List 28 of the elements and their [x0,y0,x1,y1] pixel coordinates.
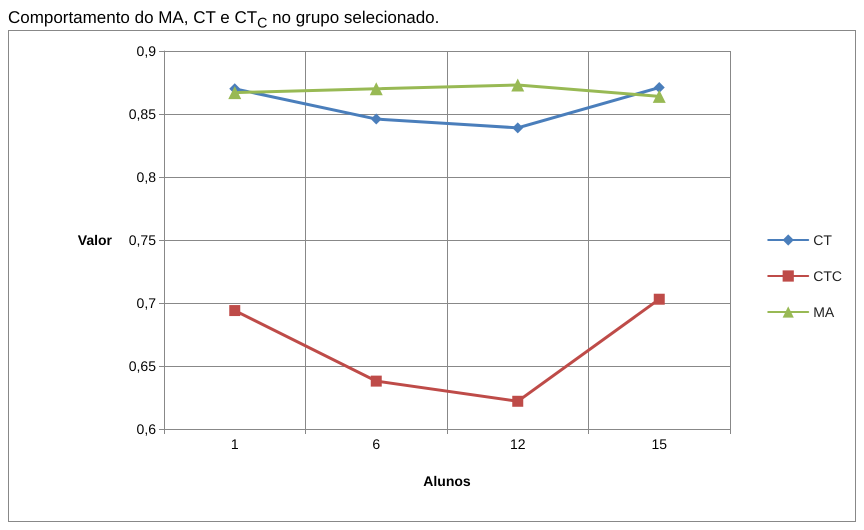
point [512,122,524,134]
y-tick-label: 0,75 [128,232,156,248]
y-tick-label: 0,6 [136,421,156,437]
y-tick-label: 0,65 [128,358,156,374]
y-tick-label: 0,8 [136,169,156,185]
legend-label: CTC [813,268,842,284]
x-tick-label: 15 [651,436,668,452]
x-axis-title: Alunos [423,473,471,489]
point [652,90,666,103]
legend-label: MA [813,304,835,320]
chart-title: Comportamento do MA, CT e CT$_{C}$ no grupo selecionado. [8,8,440,32]
x-tick-label: 12 [510,436,526,452]
point [512,396,524,407]
x-tick-label: 6 [372,436,380,452]
y-axis-title: Valor [78,232,113,248]
point [370,114,382,125]
point [511,78,524,92]
y-tick-label: 0,85 [128,106,156,122]
point [370,376,382,387]
point [370,82,383,96]
legend-label: CT [813,232,832,248]
y-tick-label: 0,7 [136,295,156,311]
point [228,86,242,100]
point [654,294,665,305]
y-tick-label: 0,9 [136,43,156,59]
point [229,305,240,316]
x-tick-label: 1 [230,436,239,452]
point [654,82,665,94]
